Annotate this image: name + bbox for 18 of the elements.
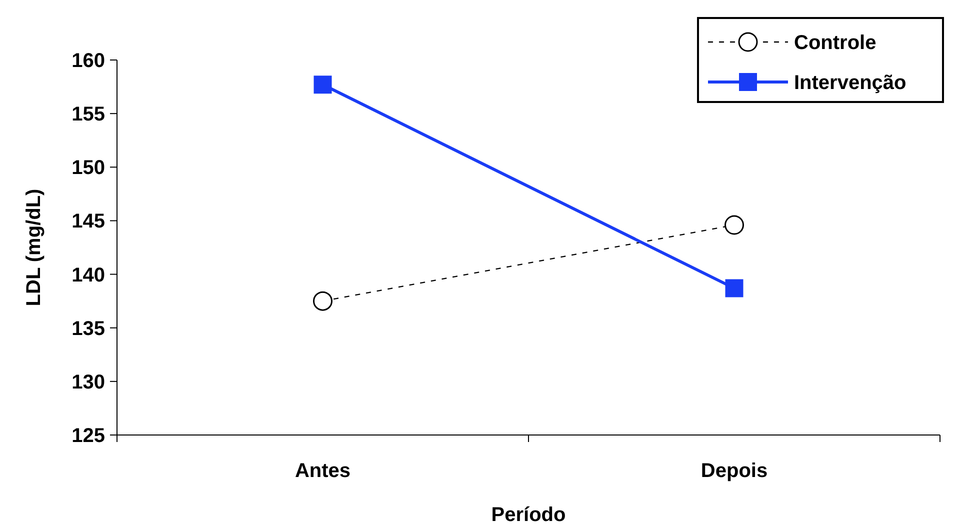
y-axis-title: LDL (mg/dL) <box>23 188 45 306</box>
point <box>313 291 332 311</box>
point <box>725 279 744 298</box>
legend-label: Controle <box>794 32 876 54</box>
x-tick-label: Antes <box>294 460 351 482</box>
y-tick-label: 140 <box>72 264 105 286</box>
point <box>314 76 332 94</box>
x-tick-label: Depois <box>700 460 768 482</box>
y-tick-label: 135 <box>72 318 105 340</box>
y-tick-label: 155 <box>72 104 105 126</box>
legend-label: Intervenção <box>794 72 906 94</box>
y-tick-label: 150 <box>72 157 105 180</box>
y-tick-label: 125 <box>72 425 105 447</box>
x-axis-title: Período <box>491 504 566 526</box>
y-tick-label: 145 <box>72 210 105 233</box>
y-tick-label: 130 <box>72 371 105 394</box>
point <box>724 215 744 235</box>
y-tick-label: 160 <box>72 50 105 72</box>
